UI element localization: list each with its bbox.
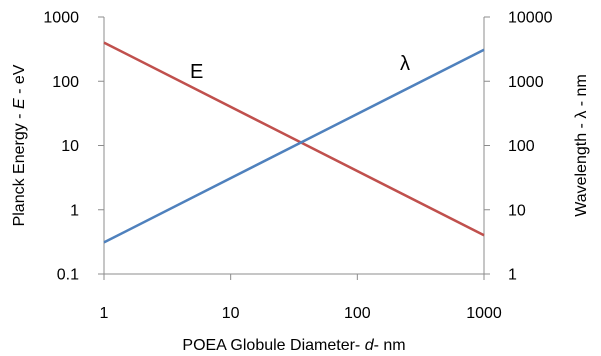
right-tick-label-3: 1000 [508,74,544,91]
right-tick-label-1: 10 [508,202,526,219]
right-tick-label-0: 1 [508,267,517,284]
x-tick-label-0: 1 [100,305,109,322]
series-layer [103,41,485,244]
x-axis-title-part-1: POEA Globule Diameter- [182,337,364,354]
x-tick-label-1: 10 [222,305,240,322]
right-y-axis-title-symbol: λ [573,111,590,119]
left-y-axis-title-part-1: Planck Energy - [11,109,28,226]
left-tick-label-0: 0.1 [57,267,79,284]
series-label-lambda: λ [400,53,410,75]
x-axis-title-part-2: - nm [374,337,406,354]
x-tick-label-2: 100 [344,305,371,322]
right-tick-label-4: 10000 [508,10,553,27]
left-tick-label-3: 100 [52,74,79,91]
right-tick-label-2: 100 [508,138,535,155]
left-tick-label-1: 1 [70,202,79,219]
series-line-1 [103,48,485,244]
series-line-0 [103,41,485,237]
left-y-axis-title-symbol: E [11,98,28,109]
right-y-axis-title-part-2: - nm [573,74,590,110]
left-tick-label-4: 1000 [43,10,79,27]
x-tick-label-3: 1000 [466,305,502,322]
x-axis-title: POEA Globule Diameter- d- nm [182,337,405,354]
left-y-axis-title-part-2: - eV [11,64,28,98]
left-tick-label-2: 10 [61,138,79,155]
left-y-axis-title: Planck Energy - E - eV [11,64,28,226]
tick-labels: 1 10 100 1000 0.1 1 10 100 1000 1 10 100 1000 10000 [43,10,552,323]
x-axis-title-symbol: d [365,337,375,354]
right-y-axis-title: Wavelength - λ - nm [573,74,590,217]
tick-marks [98,16,490,280]
series-label-e: E [190,61,203,83]
right-y-axis-title-part-1: Wavelength - [573,119,590,217]
